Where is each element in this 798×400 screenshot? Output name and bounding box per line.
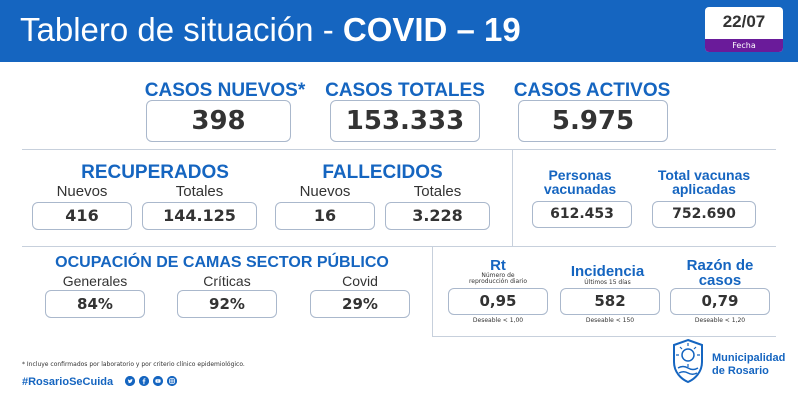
rt-label: Rt: [490, 257, 506, 274]
municipality-shield-icon: [673, 338, 703, 384]
case-ratio-desirable-note: Deseable < 1,20: [694, 317, 746, 324]
divider-middle: [22, 246, 776, 247]
divider-bottom: [432, 336, 776, 337]
vaccinated-people-label-1: Personas: [548, 167, 612, 183]
recovered-label: RECUPERADOS: [81, 162, 229, 183]
new-cases-label: CASOS NUEVOS*: [144, 80, 306, 101]
case-ratio-box: 0,79: [670, 288, 770, 315]
deceased-new-label: Nuevos: [299, 183, 351, 200]
divider-vertical-1: [512, 149, 513, 247]
twitter-icon-glyph: [125, 376, 135, 386]
facebook-icon[interactable]: [139, 376, 149, 386]
municipality-name-1: Municipalidad: [712, 352, 786, 364]
beds-general-label: Generales: [62, 273, 128, 289]
rt-box: 0,95: [448, 288, 548, 315]
vaccines-applied-box: 752.690: [652, 201, 756, 228]
deceased-new-box: 16: [275, 202, 375, 230]
deceased-total-label: Totales: [413, 183, 462, 200]
recovered-total-label: Totales: [175, 183, 224, 200]
rt-desirable-note: Deseable < 1,00: [472, 317, 524, 324]
incidence-box: 582: [560, 288, 660, 315]
vaccinated-people-label-2: vacunadas: [543, 181, 617, 197]
incidence-label: Incidencia: [570, 263, 645, 280]
footnote: * Incluye confirmados por laboratorio y …: [22, 361, 245, 368]
vaccines-applied-label-2: aplicadas: [672, 181, 736, 197]
beds-general-box: 84%: [45, 290, 145, 318]
vaccinated-people-box: 612.453: [532, 201, 632, 228]
divider-top: [22, 149, 776, 150]
rt-sublabel-1: Número de: [481, 272, 515, 279]
incidence-desirable-note: Deseable < 150: [585, 317, 635, 324]
deceased-label: FALLECIDOS: [322, 162, 443, 183]
total-cases-box: 153.333: [330, 100, 480, 142]
municipality-name-2: de Rosario: [712, 365, 769, 377]
new-cases-box: 398: [146, 100, 291, 142]
date-label: Fecha: [705, 39, 783, 52]
youtube-icon-glyph: [153, 376, 163, 386]
vaccines-applied-label: Total vacunas aplicadas: [642, 168, 766, 196]
date-box: 22/07 Fecha: [705, 7, 783, 52]
facebook-icon-glyph: [139, 376, 149, 386]
vaccines-applied-label-1: Total vacunas: [657, 167, 751, 183]
rt-sublabel: Número de reproducción diario: [448, 273, 548, 285]
case-ratio-label-1: Razón de: [686, 257, 754, 274]
case-ratio-label: Razón de casos: [670, 258, 770, 288]
date-value: 22/07: [722, 12, 766, 31]
divider-vertical-2: [432, 246, 433, 336]
beds-critical-label: Críticas: [203, 273, 251, 289]
twitter-icon[interactable]: [125, 376, 135, 386]
case-ratio-label-2: casos: [698, 272, 742, 289]
active-cases-label: CASOS ACTIVOS: [513, 80, 671, 101]
active-cases-box: 5.975: [518, 100, 668, 142]
youtube-icon[interactable]: [153, 376, 163, 386]
vaccinated-people-label: Personas vacunadas: [522, 168, 638, 196]
rt-sublabel-2: reproducción diario: [468, 278, 528, 285]
incidence-sublabel: Últimos 15 días: [584, 279, 631, 286]
instagram-icon-glyph: [167, 376, 177, 386]
instagram-icon[interactable]: [167, 376, 177, 386]
beds-covid-box: 29%: [310, 290, 410, 318]
header-bar: Tablero de situación - COVID – 19 22/07 …: [0, 0, 798, 62]
municipality-name: Municipalidad de Rosario: [712, 352, 785, 378]
recovered-total-box: 144.125: [142, 202, 257, 230]
beds-label: OCUPACIÓN DE CAMAS SECTOR PÚBLICO: [55, 254, 389, 271]
page-title: Tablero de situación - COVID – 19: [20, 11, 521, 49]
hashtag: #RosarioSeCuida: [22, 376, 114, 388]
beds-critical-box: 92%: [177, 290, 277, 318]
title-prefix: Tablero de situación -: [20, 11, 343, 48]
recovered-new-box: 416: [32, 202, 132, 230]
title-bold: COVID – 19: [342, 11, 521, 48]
deceased-total-box: 3.228: [385, 202, 490, 230]
recovered-new-label: Nuevos: [56, 183, 108, 200]
total-cases-label: CASOS TOTALES: [325, 80, 485, 101]
beds-covid-label: Covid: [342, 273, 378, 289]
